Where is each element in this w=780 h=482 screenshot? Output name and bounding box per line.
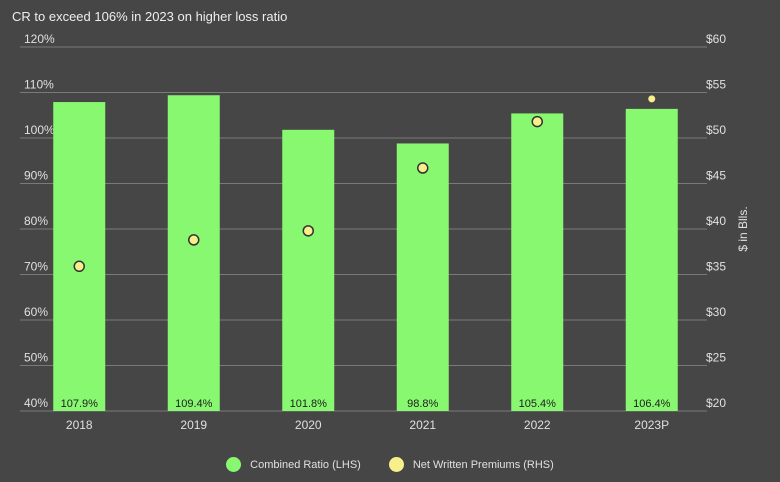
legend: Combined Ratio (LHS) Net Written Premium… [0, 457, 780, 472]
legend-label-net-written-premiums: Net Written Premiums (RHS) [412, 458, 554, 471]
bar-data-label: 109.4% [175, 398, 213, 410]
y-left-tick-label: 50% [24, 351, 48, 365]
bar [511, 113, 564, 412]
bar [396, 143, 449, 411]
legend-swatch-net-written-premiums [388, 457, 404, 472]
y-left-tick-label: 70% [24, 260, 48, 274]
y-left-tick-label: 100% [24, 123, 55, 137]
x-tick-label: 2023P [634, 418, 669, 432]
bar-data-label: 105.4% [519, 398, 557, 410]
legend-item-combined-ratio[interactable]: Combined Ratio (LHS) [226, 457, 361, 472]
y-right-tick-label: $55 [706, 78, 726, 92]
y-left-tick-label: 120% [24, 32, 55, 46]
bar-data-label: 101.8% [290, 398, 328, 410]
bar-data-label: 107.9% [61, 398, 99, 410]
bar [625, 108, 678, 411]
y-right-tick-label: $50 [706, 123, 726, 137]
bar [167, 95, 220, 411]
x-tick-label: 2022 [524, 418, 551, 432]
scatter-point [648, 95, 656, 103]
y-right-tick-label: $35 [706, 260, 726, 274]
bar-data-label: 98.8% [407, 398, 438, 410]
bar [282, 129, 335, 411]
scatter-point [417, 162, 429, 174]
legend-item-net-written-premiums[interactable]: Net Written Premiums (RHS) [388, 457, 554, 472]
y-right-tick-label: $25 [706, 351, 726, 365]
x-tick-label: 2021 [409, 418, 436, 432]
x-tick-label: 2018 [66, 418, 93, 432]
y-right-tick-label: $60 [706, 32, 726, 46]
y-left-tick-label: 110% [24, 78, 54, 92]
scatter-point [302, 225, 314, 237]
y-left-tick-label: 60% [24, 305, 48, 319]
y-right-tick-label: $45 [706, 169, 726, 183]
scatter-point [73, 260, 85, 273]
y-right-tick-label: $20 [706, 396, 726, 410]
x-tick-label: 2020 [295, 418, 322, 432]
y-left-tick-label: 80% [24, 214, 48, 228]
legend-swatch-combined-ratio [226, 457, 242, 472]
y-left-tick-label: 90% [24, 169, 48, 183]
y-left-tick-label: 40% [24, 396, 48, 410]
y-right-tick-label: $30 [706, 305, 726, 319]
scatter-point [531, 115, 543, 128]
y-right-tick-label: $40 [706, 214, 726, 228]
bar-data-label: 106.4% [633, 398, 671, 410]
scatter-point [188, 234, 200, 246]
y-right-axis-label: $ in Blls. [736, 206, 750, 251]
chart-title: CR to exceed 106% in 2023 on higher loss… [12, 9, 288, 24]
x-tick-label: 2019 [180, 418, 207, 432]
legend-label-combined-ratio: Combined Ratio (LHS) [250, 458, 361, 471]
bar [53, 102, 106, 412]
